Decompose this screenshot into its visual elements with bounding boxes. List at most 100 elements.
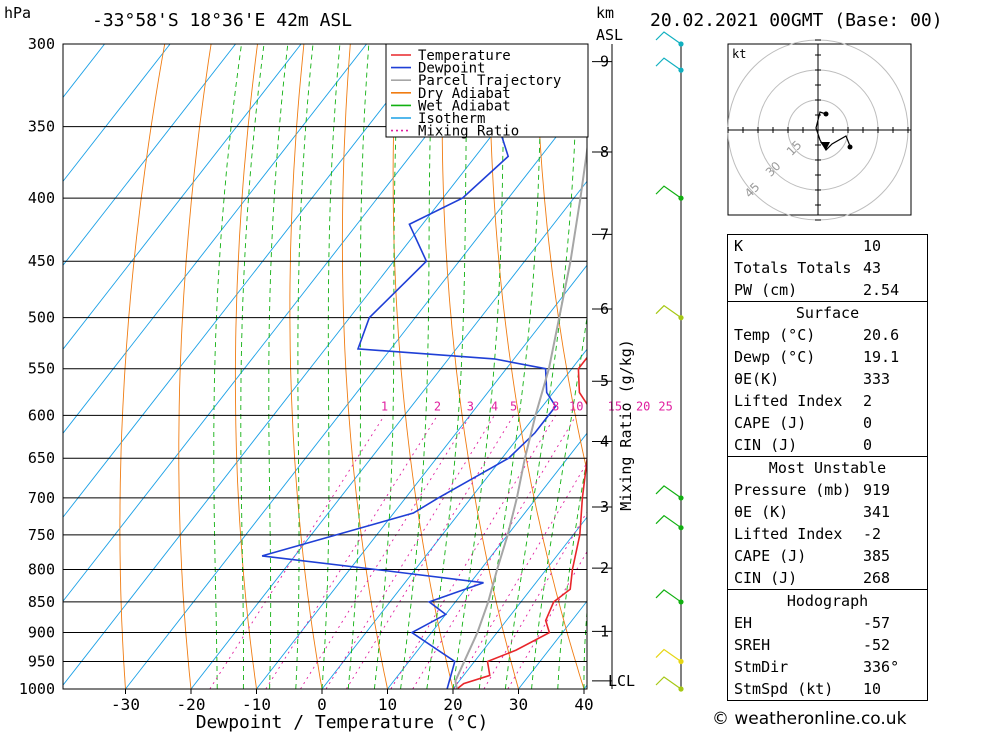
pressure-tick-label: 1000 (19, 680, 55, 698)
parcel-trajectory-line (454, 143, 587, 689)
wet-adiabat-line (347, 44, 370, 689)
x-tick-label: 40 (574, 695, 593, 714)
km-axis: 9 8 7 6 5 4 3 2 1 LCL (592, 44, 635, 690)
mixing-ratio-line (209, 415, 385, 689)
indices-top: K 10 Totals Totals 43 PW (cm) 2.54 (728, 235, 927, 301)
mixing-ratio-labels: 1 2 3 4 5 8 10 15 20 25 (381, 399, 673, 413)
index-value: 0 (863, 414, 873, 432)
wet-adiabat-line (295, 44, 314, 689)
mixing-ratio-tick-label: 15 (608, 399, 622, 413)
km-tick-label: 8 (600, 143, 609, 161)
legend-label: Parcel Trajectory (418, 73, 561, 89)
index-label: CIN (J) (734, 569, 798, 587)
isotherm-line (63, 44, 236, 267)
index-value: 919 (863, 481, 891, 499)
dry-adiabat-line (581, 44, 587, 124)
dry-adiabat-line (954, 44, 1000, 689)
dry-adiabat-line (119, 44, 166, 689)
hodograph-header: Hodograph (728, 589, 927, 612)
index-label: CAPE (J) (734, 547, 807, 565)
wet-adiabat-line (400, 44, 434, 689)
index-value: -52 (863, 636, 891, 654)
pressure-tick-label: 350 (28, 118, 55, 136)
x-tick-label: 30 (509, 695, 528, 714)
indices-surface: Temp (°C) 20.6 Dewp (°C) 19.1 θE(K) 333 Lifted… (728, 324, 927, 456)
dry-adiabat-line (392, 44, 454, 689)
wet-adiabat-line (426, 44, 469, 689)
pressure-tick-label: 950 (28, 653, 55, 671)
indices-panel: K 10 Totals Totals 43 PW (cm) 2.54 Surface Te… (727, 234, 928, 701)
km-tick-label: 9 (600, 53, 609, 71)
x-tick-label: 0 (317, 695, 327, 714)
wind-barb (655, 31, 682, 45)
index-row: Lifted Index 2 (728, 390, 927, 412)
dry-adiabat-line (341, 44, 388, 689)
mixing-ratio-line (453, 461, 587, 689)
km-tick-label: 4 (600, 432, 609, 450)
index-row: PW (cm) 2.54 (728, 279, 927, 301)
isotherm-line (63, 44, 302, 350)
index-label: CAPE (J) (734, 414, 807, 432)
index-value: 19.1 (863, 348, 900, 366)
mixing-ratio-line (345, 415, 515, 689)
pressure-tick-label: 450 (28, 252, 55, 270)
km-tick-label: LCL (608, 672, 635, 690)
wet-adiabat-line (321, 44, 341, 689)
pressure-tick-label: 400 (28, 189, 55, 207)
wet-adiabat-line (213, 44, 242, 689)
pressure-tick-label: 800 (28, 560, 55, 578)
mixing-ratio-tick-label: 2 (434, 399, 441, 413)
index-label: StmDir (734, 658, 789, 676)
index-value: 10 (863, 680, 882, 698)
km-tick-label: 7 (600, 225, 609, 243)
index-label: K (734, 237, 744, 255)
wet-adiabat-line (452, 44, 506, 689)
index-row: EH -57 (728, 612, 927, 634)
km-asl-label: ASL (596, 26, 623, 44)
wind-barb (655, 57, 682, 71)
axis-ticks: 3003504004505005506006507007508008509009… (19, 35, 594, 714)
index-row: Dewp (°C) 19.1 (728, 346, 927, 368)
pressure-tick-label: 550 (28, 360, 55, 378)
indices-hodograph: EH -57 SREH -52 StmDir 336° StmSpd (kt) 10 (728, 612, 927, 700)
isotherm-line (63, 44, 171, 183)
dewpoint-line (261, 44, 557, 689)
x-tick-label: 20 (443, 695, 462, 714)
legend-label: Dry Adiabat (418, 86, 511, 102)
pressure-tick-label: 500 (28, 309, 55, 327)
wind-barb (655, 485, 682, 499)
mixing-ratio-tick-label: 1 (381, 399, 388, 413)
index-label: Totals Totals (734, 259, 852, 277)
index-value: 336° (863, 658, 900, 676)
storm-motion-marker (820, 142, 830, 150)
index-row: CAPE (J) 0 (728, 412, 927, 434)
mixing-ratio-line (412, 415, 577, 689)
wind-barb (655, 514, 682, 529)
pressure-tick-label: 900 (28, 624, 55, 642)
mixing-ratio-tick-label: 4 (491, 399, 498, 413)
mixing-ratio-tick-label: 3 (467, 399, 474, 413)
x-axis-label: Dewpoint / Temperature (°C) (196, 712, 489, 733)
wet-adiabat-line (268, 44, 289, 689)
index-row: θE(K) 333 (728, 368, 927, 390)
pressure-tick-label: 700 (28, 489, 55, 507)
index-label: Dewp (°C) (734, 348, 816, 366)
plot-frame (62, 43, 588, 690)
dry-adiabat-line (441, 44, 519, 689)
index-value: 2.54 (863, 281, 900, 299)
pressure-tick-label: 600 (28, 406, 55, 424)
credit-text: © weatheronline.co.uk (712, 709, 907, 729)
hodograph-point (823, 111, 829, 117)
mixing-ratio-tick-label: 10 (569, 399, 583, 413)
index-label: Lifted Index (734, 525, 843, 543)
x-tick-label: 10 (378, 695, 397, 714)
index-value: 2 (863, 392, 873, 410)
km-unit-label: km (596, 4, 614, 22)
index-row: StmDir 336° (728, 656, 927, 678)
index-label: PW (cm) (734, 281, 798, 299)
mixing-ratio-tick-label: 25 (658, 399, 672, 413)
mixing-ratio-tick-label: 20 (636, 399, 650, 413)
wet-adiabat-line (373, 44, 401, 689)
index-label: θE (K) (734, 503, 789, 521)
